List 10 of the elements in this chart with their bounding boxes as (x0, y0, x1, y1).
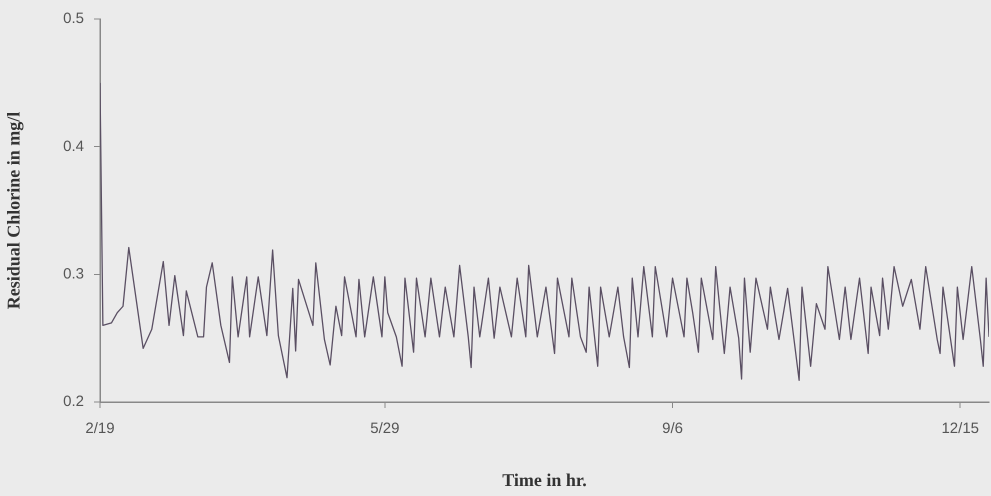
y-tick-label: 0.4 (63, 138, 84, 155)
x-tick-label: 9/6 (662, 420, 683, 438)
y-tick-label: 0.3 (63, 265, 84, 282)
y-axis-title: Residual Chlorine in mg/l (3, 112, 24, 310)
y-tick-label: 0.5 (63, 10, 84, 28)
x-tick-label: 12/15 (941, 420, 980, 438)
y-tick-label: 0.2 (63, 393, 84, 410)
x-tick-label: 5/29 (370, 420, 400, 438)
x-axis-title: Time in hr. (502, 470, 587, 490)
x-tick-label: 2/19 (85, 420, 115, 438)
